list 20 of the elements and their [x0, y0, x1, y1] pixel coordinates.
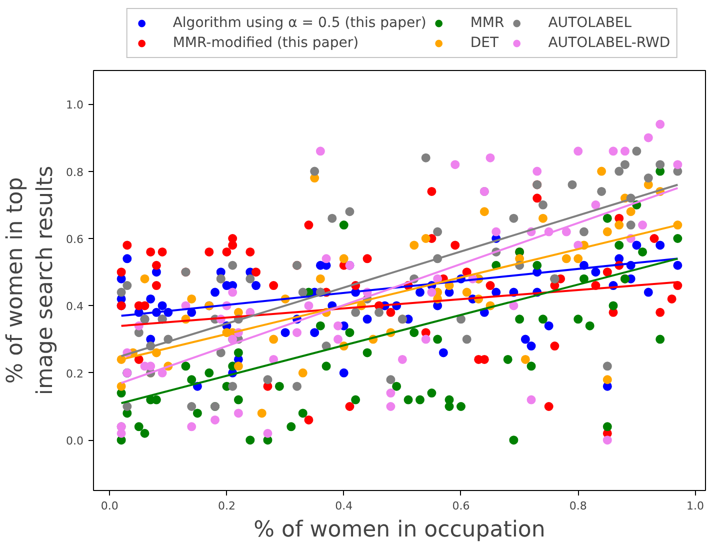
x-tick-label: 0.2	[218, 500, 236, 512]
legend-label: AUTOLABEL-RWD	[548, 35, 670, 51]
x-tick-label: 0.4	[335, 500, 353, 512]
y-tick-label: 0.4	[66, 300, 84, 314]
legend-label: MMR-modified (this paper)	[172, 35, 359, 51]
x-tick-label: 0.8	[569, 500, 587, 512]
x-tick-label: 1.0	[686, 500, 704, 512]
x-tick-label: 0.0	[100, 500, 118, 512]
legend-label: DET	[470, 35, 499, 51]
y-tick-label: 0.0	[66, 434, 84, 448]
y-axis-title: % of women in top image search results	[3, 166, 58, 396]
y-tick-label: 0.2	[66, 367, 84, 380]
x-axis-title: % of women in occupation	[254, 518, 546, 542]
legend-label: AUTOLABEL	[548, 15, 632, 31]
y-tick-label: 0.6	[66, 233, 84, 246]
legend-label: MMR	[470, 15, 504, 31]
x-tick-label: 0.6	[452, 500, 470, 512]
y-tick-label: 1.0	[66, 98, 84, 112]
legend-label: Algorithm using α = 0.5 (this paper)	[172, 15, 426, 31]
y-tick-label: 0.8	[66, 166, 84, 179]
